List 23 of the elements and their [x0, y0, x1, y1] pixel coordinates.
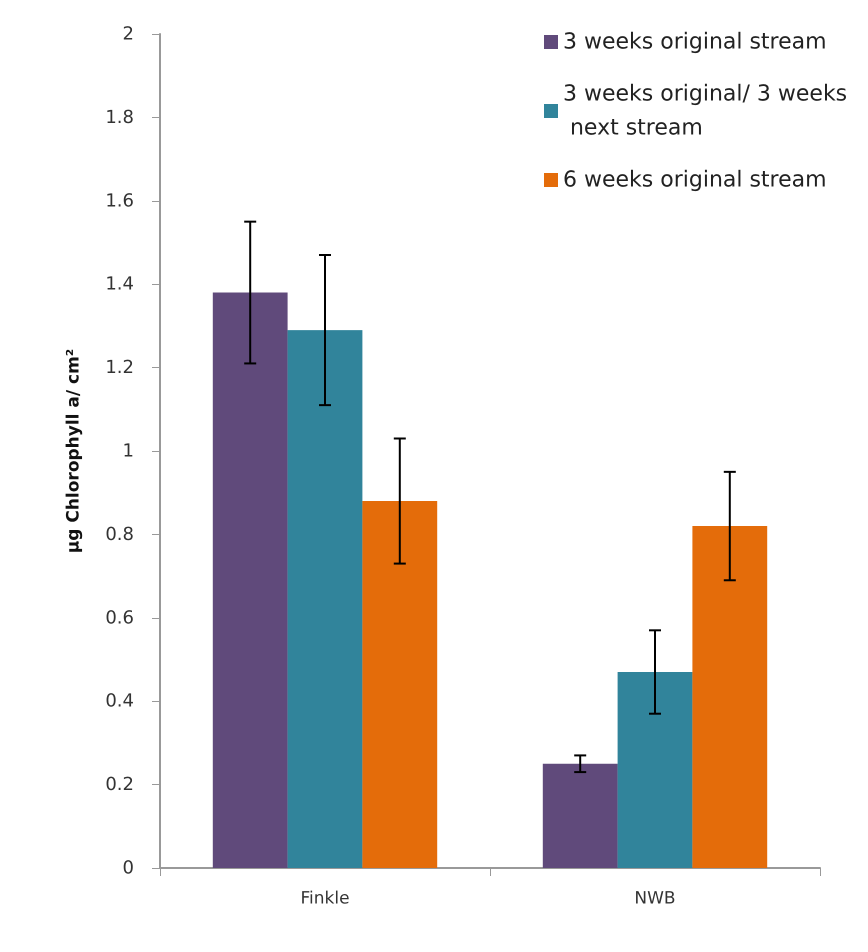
bar [288, 330, 362, 868]
bar [212, 292, 288, 868]
y-tick-label: 0.8 [105, 524, 134, 545]
y-tick-label: 1.2 [105, 357, 134, 378]
y-tick-label: 1.6 [105, 190, 134, 212]
x-tick-label: Finkle [300, 888, 350, 908]
legend-label: 3 weeks original stream [563, 30, 827, 54]
y-tick-label: 1 [122, 440, 134, 462]
bar [362, 501, 438, 868]
y-axis-title: μg Chlorophyll a/ cm² [64, 348, 84, 554]
x-tick-label: NWB [634, 888, 676, 908]
bar [542, 764, 618, 868]
y-tick-label: 2 [122, 24, 134, 44]
y-tick-label: 0.2 [105, 774, 134, 796]
bar [692, 526, 768, 868]
y-tick-label: 1.4 [105, 274, 134, 295]
legend-label: 3 weeks original/ 3 weeks next stream [563, 82, 848, 140]
legend-label: 6 weeks original stream [563, 168, 827, 192]
y-tick-label: 0.6 [105, 607, 134, 628]
y-tick-label: 0 [122, 858, 134, 878]
bar [618, 672, 692, 868]
y-tick-label: 0.4 [105, 690, 134, 712]
y-tick-label: 1.8 [105, 106, 134, 128]
